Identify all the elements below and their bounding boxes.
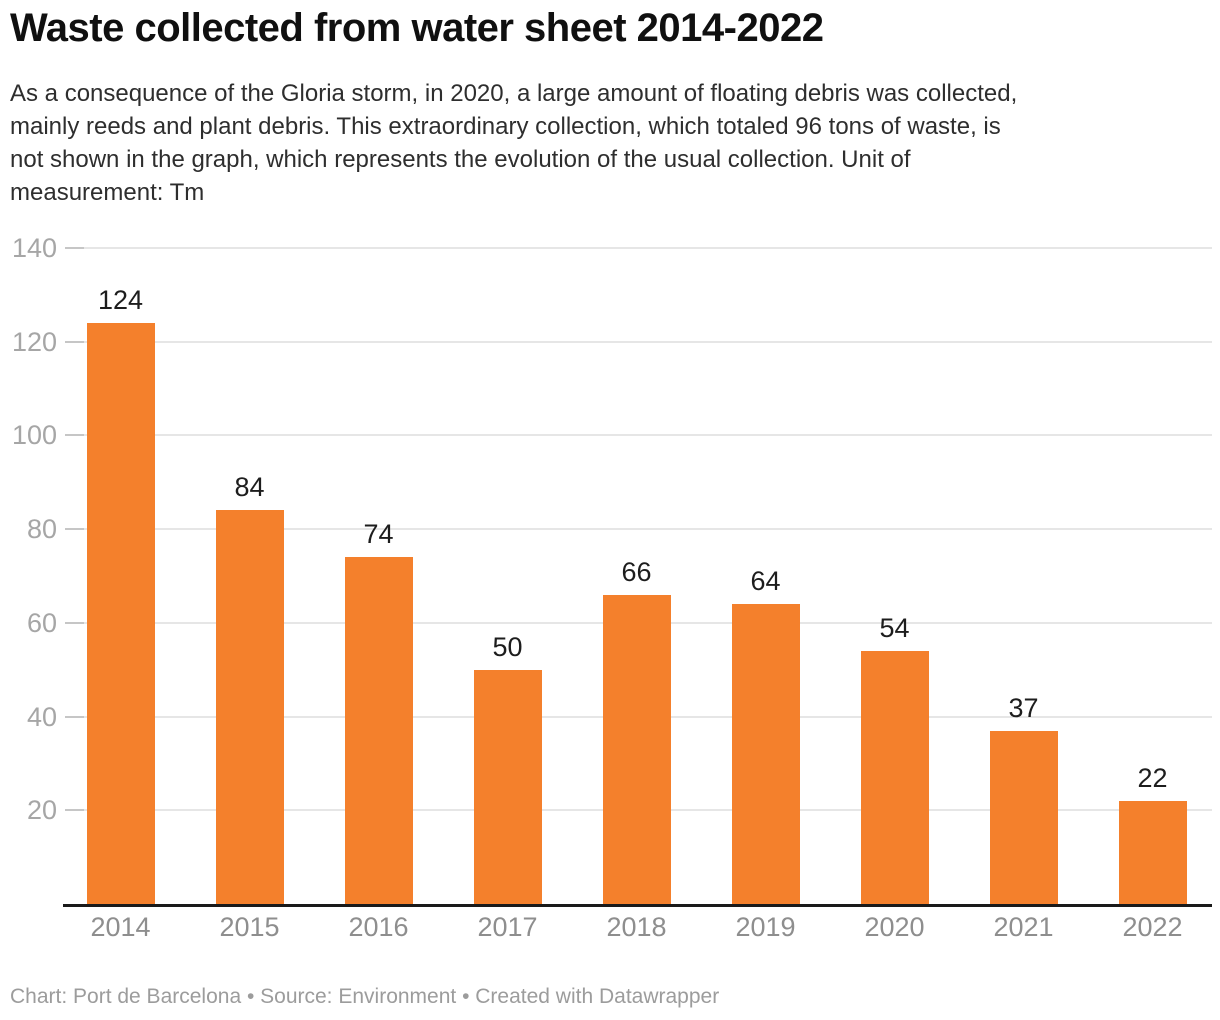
bar-value-label: 64 [750,566,781,596]
gridline [65,528,1212,531]
chart-title: Waste collected from water sheet 2014-20… [10,6,824,50]
y-tick-label: 140 [11,233,57,263]
x-tick-label: 2016 [348,912,409,942]
bar [731,604,800,904]
description-line: mainly reeds and plant debris. This extr… [10,113,1001,140]
x-tick-label: 2019 [735,912,796,942]
bar-value-label: 54 [879,613,910,643]
description-line: As a consequence of the Gloria storm, in… [10,80,1018,107]
bar [473,670,542,904]
y-tick-label: 20 [26,795,57,826]
y-tick-mark [65,247,84,249]
bar [344,557,413,904]
description-line: measurement: Tm [10,179,205,206]
bar-value-label: 22 [1137,763,1168,793]
x-tick-label: 2015 [219,912,280,942]
y-tick-label: 100 [11,420,57,451]
bar-value-label: 37 [1008,693,1039,723]
description-line: not shown in the graph, which represents… [10,146,911,173]
y-tick-label: 80 [26,514,57,545]
x-tick-label: 2017 [477,912,538,942]
gridline [65,247,1212,249]
y-tick-mark [65,528,84,531]
bar-value-label: 84 [234,472,265,502]
bar [989,731,1058,904]
bar [86,323,155,904]
y-tick-label: 60 [26,607,57,638]
x-tick-label: 2022 [1122,912,1183,942]
bar [215,510,284,904]
gridline [65,340,1212,343]
bar [860,651,929,904]
y-tick-mark [65,340,84,343]
gridline [65,434,1212,437]
bar-value-label: 66 [621,557,652,587]
x-axis-line [63,904,1212,907]
y-tick-label: 120 [11,326,57,357]
chart-description: As a consequence of the Gloria storm, in… [10,77,1017,209]
x-tick-label: 2014 [90,912,151,942]
y-tick-mark [65,715,84,718]
bar-value-label: 124 [97,285,144,315]
chart-footer: Chart: Port de Barcelona • Source: Envir… [10,985,720,1008]
y-tick-mark [65,809,84,812]
x-tick-label: 2018 [606,912,667,942]
x-tick-label: 2020 [864,912,925,942]
bar-value-label: 50 [492,632,523,662]
x-tick-label: 2021 [993,912,1054,942]
y-tick-mark [65,621,84,624]
bar-value-label: 74 [363,519,394,549]
bar [1118,801,1187,904]
bar [602,595,671,904]
y-tick-label: 40 [26,701,57,732]
y-tick-mark [65,434,84,437]
